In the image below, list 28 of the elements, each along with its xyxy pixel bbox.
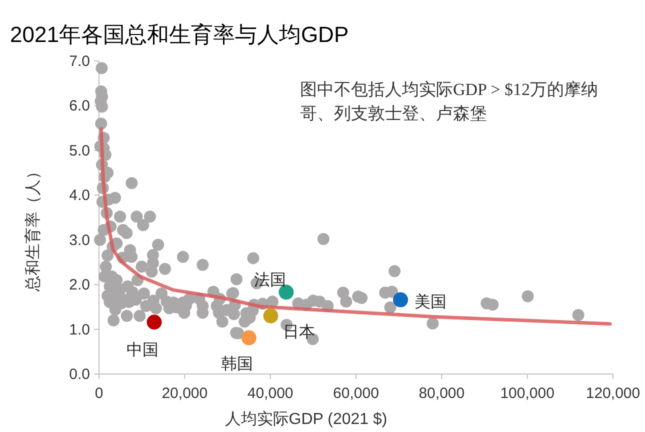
- x-tick-label: 80,000: [418, 385, 465, 402]
- y-tick-label: 2.0: [69, 276, 90, 294]
- y-tick-label: 4.0: [69, 187, 90, 204]
- x-tick-label: 100,000: [500, 385, 554, 402]
- y-tick-label: 3.0: [69, 232, 90, 249]
- y-tick-label: 0.0: [69, 366, 90, 383]
- point: [393, 292, 408, 308]
- annotation: 图中不包括人均实际GDP > $12万的摩纳哥、列支敦士登、卢森堡: [300, 80, 598, 123]
- y-tick-label: 5.0: [69, 142, 90, 160]
- x-tick-label: 60,000: [333, 385, 379, 402]
- x-axis-title: 人均实际GDP (2021 $): [224, 410, 388, 428]
- series-label: 法国: [254, 271, 286, 290]
- series-label: 日本: [282, 322, 315, 341]
- series-label: 韩国: [220, 354, 253, 373]
- point: [146, 314, 162, 330]
- y-axis-title: 总和生育率（人）: [24, 164, 42, 292]
- series-label: 中国: [126, 341, 158, 360]
- x-tick-label: 120,000: [586, 385, 640, 402]
- x-tick-label: 40,000: [247, 385, 294, 402]
- point: [241, 330, 256, 346]
- series-label: 美国: [414, 292, 447, 311]
- x-tick-label: 0: [94, 385, 104, 402]
- y-tick-label: 1.0: [69, 321, 90, 338]
- y-tick-label: 7.0: [69, 53, 90, 70]
- y-tick-label: 6.0: [69, 98, 90, 115]
- chart-title: 2021年各国总和生育率与人均GDP: [10, 22, 349, 47]
- x-tick-label: 20,000: [162, 385, 208, 402]
- point: [263, 308, 278, 324]
